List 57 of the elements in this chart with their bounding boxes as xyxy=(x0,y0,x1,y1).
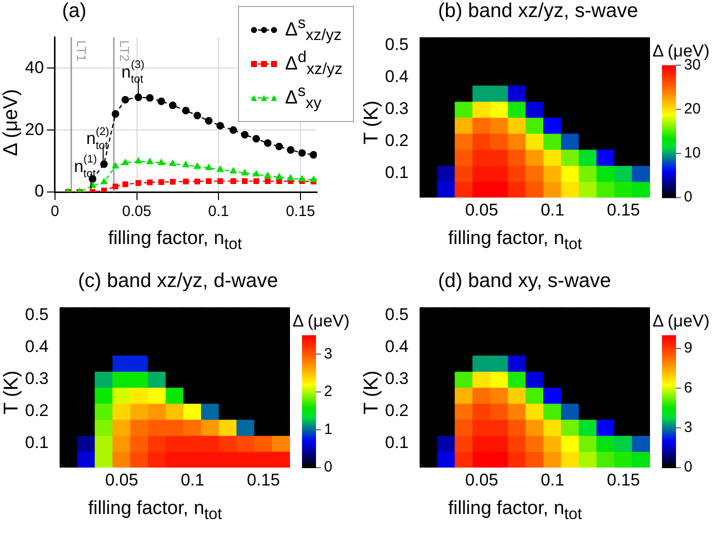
y-tick-label: 0.3 xyxy=(384,369,409,388)
x-axis-title: filling factor, n$_{tot}$ xyxy=(447,228,583,254)
color-bar-label: 0 xyxy=(684,458,692,476)
color-bar-label: 3 xyxy=(324,345,332,362)
y-tick-label: 40 xyxy=(24,58,44,77)
x-tick-label: 0.15 xyxy=(246,470,280,490)
color-bar-title: Δ (μeV) xyxy=(292,311,350,330)
color-bar-label: 2 xyxy=(324,383,332,400)
x-tick-label: 0.15 xyxy=(606,470,640,490)
ref-line-label: LT1 xyxy=(74,40,90,62)
x-axis-title: filling factor, n$_{tot}$ xyxy=(87,498,223,524)
y-tick-label: 0.3 xyxy=(24,369,49,388)
x-tick-label: 0.15 xyxy=(286,203,316,220)
y-tick-label: 0.1 xyxy=(384,433,409,452)
y-tick-label: 0.5 xyxy=(384,304,409,324)
chart-title: (b) band xz/yz, s-wave xyxy=(438,0,638,23)
x-tick-label: 0.1 xyxy=(208,203,230,220)
x-tick-label: 0.05 xyxy=(465,200,498,220)
chart-title: (d) band xy, s-wave xyxy=(438,270,612,293)
color-bar-label: 9 xyxy=(684,340,692,357)
color-bar-label: 10 xyxy=(684,144,701,162)
y-tick-label: 0.4 xyxy=(384,336,409,356)
color-bar-title: Δ (μeV) xyxy=(652,311,710,330)
x-tick-label: 0.1 xyxy=(540,470,564,490)
x-tick-label: 0.1 xyxy=(540,200,564,220)
y-tick-label: 20 xyxy=(24,120,44,139)
y-axis-title: T (K) xyxy=(0,370,24,414)
x-tick-label: 0.05 xyxy=(122,203,152,220)
x-axis-title: filling factor, n$_{tot}$ xyxy=(107,228,243,254)
x-axis-title: filling factor, n$_{tot}$ xyxy=(447,498,583,524)
x-tick-label: 0.1 xyxy=(180,470,204,490)
y-axis-title: T (K) xyxy=(360,370,384,414)
x-tick-label: 0.05 xyxy=(465,470,498,490)
y-tick-label: 0.2 xyxy=(24,401,49,420)
y-tick-label: 0.5 xyxy=(24,304,49,324)
y-tick-label: 0.1 xyxy=(384,163,409,182)
y-tick-label: 0.2 xyxy=(384,131,409,150)
chart-title: (c) band xz/yz, d-wave xyxy=(78,270,278,293)
ref-line-label: LT2 xyxy=(116,40,132,62)
y-tick-label: 0.3 xyxy=(384,99,409,118)
color-bar-label: 3 xyxy=(684,419,692,436)
y-tick-label: 0.2 xyxy=(384,401,409,420)
y-tick-label: 0.4 xyxy=(384,66,409,86)
y-tick-label: 0.4 xyxy=(24,336,49,356)
y-tick-label: 0.5 xyxy=(384,34,409,54)
color-bar-label: 20 xyxy=(684,100,701,118)
y-tick-label: 0.1 xyxy=(24,433,49,452)
x-tick-label: 0.05 xyxy=(105,470,138,490)
chart-title: (a) xyxy=(62,0,86,23)
y-axis-title: Δ (μeV) xyxy=(0,88,24,156)
color-bar-label: 1 xyxy=(324,420,332,438)
y-tick-label: 0 xyxy=(34,182,44,201)
color-bar-label: 0 xyxy=(684,188,692,206)
y-axis-title: T (K) xyxy=(360,100,384,144)
color-bar-label: 6 xyxy=(684,379,692,396)
x-tick-label: 0.15 xyxy=(606,200,640,220)
color-bar-label: 0 xyxy=(324,458,332,476)
